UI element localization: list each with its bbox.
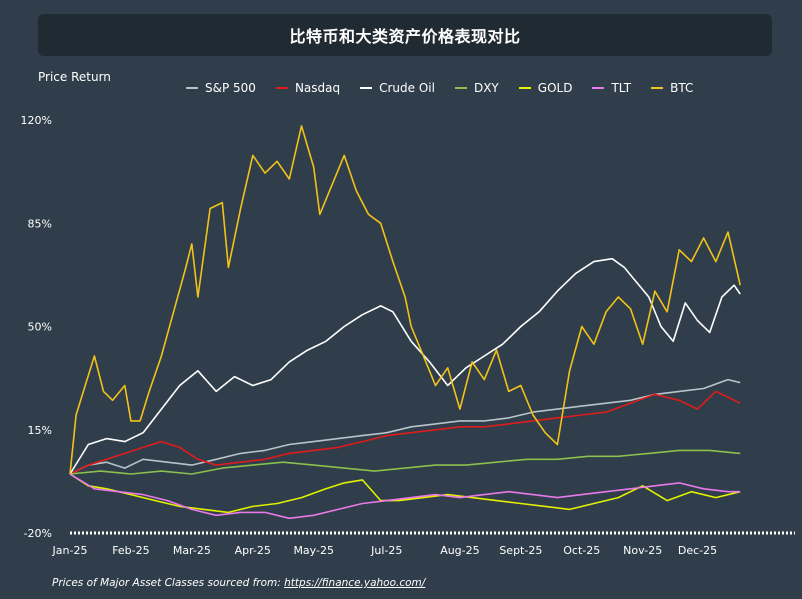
series-line-tlt [69,473,741,520]
legend-label: GOLD [537,81,573,95]
x-tick-label: Jul-25 [370,544,402,557]
series-line-crude-oil [69,257,741,475]
legend-swatch [518,87,531,89]
legend-swatch [454,87,467,89]
legend-swatch [651,87,664,89]
chart-title: 比特币和大类资产价格表现对比 [38,14,772,56]
series-line-nasdaq [69,390,741,475]
legend-item: DXY [454,81,499,95]
source-link[interactable]: https://finance.yahoo.com/ [284,577,426,589]
y-tick-label: 85% [28,217,52,230]
legend-label: Nasdaq [294,81,341,95]
x-tick-label: Mar-25 [173,544,211,557]
x-tick-label: Oct-25 [563,544,600,557]
y-axis-label: Price Return [38,70,111,84]
legend-item: TLT [592,81,631,95]
x-tick-label: Sept-25 [499,544,542,557]
legend-item: Crude Oil [360,81,435,95]
legend-swatch [186,87,198,89]
x-tick-label: Nov-25 [623,544,662,557]
x-tick-label: Aug-25 [440,544,479,557]
series-line-dxy [69,449,741,475]
legend-label: Crude Oil [379,81,435,95]
legend-label: DXY [473,81,499,95]
legend-swatch [592,87,605,89]
legend: S&P 500 Nasdaq Crude Oil DXY GOLD TLT BTC [186,80,713,96]
source-note: Prices of Major Asset Classes sourced fr… [52,577,425,589]
legend-item: S&P 500 [186,81,256,95]
series-line-gold [69,473,741,514]
y-tick-label: 50% [28,321,52,334]
x-tick-label: Jan-25 [52,544,88,557]
series-line-btc [69,125,741,475]
y-tick-label: 120% [21,114,52,127]
legend-label: TLT [611,81,632,95]
legend-item: BTC [651,81,693,95]
legend-swatch [275,87,288,89]
legend-item: GOLD [518,81,573,95]
x-tick-label: Dec-25 [678,544,717,557]
x-tick-label: May-25 [293,544,334,557]
source-prefix: Prices of Major Asset Classes sourced fr… [52,577,285,589]
y-tick-label: -20% [24,527,52,540]
legend-label: S&P 500 [205,81,256,95]
legend-label: BTC [670,81,694,95]
series-line-s-p-500 [69,378,741,475]
legend-swatch [360,87,373,89]
legend-item: Nasdaq [275,81,341,95]
y-tick-label: 15% [28,424,52,437]
x-tick-label: Feb-25 [112,544,149,557]
x-tick-label: Apr-25 [235,544,271,557]
